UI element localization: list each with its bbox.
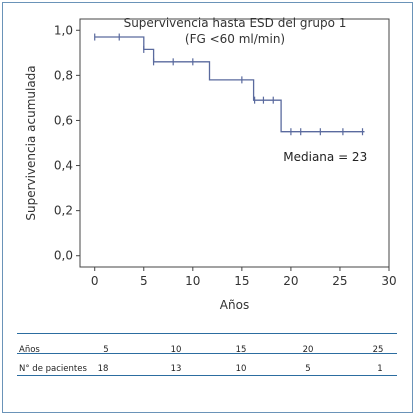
y-axis-label: Supervivencia acumulada [24, 65, 38, 220]
x-tick-label: 10 [185, 274, 200, 288]
x-axis-label: Años [220, 298, 249, 312]
risk-patients-cell: 10 [235, 364, 247, 374]
risk-patients-cell: 1 [377, 364, 383, 374]
table-rule-middle [17, 353, 397, 354]
risk-year-cell: 5 [103, 345, 109, 355]
y-tick-label: 0,4 [54, 159, 73, 173]
chart-title: Supervivencia hasta ESD del grupo 1 [124, 16, 347, 30]
risk-patients-cell: 5 [305, 364, 311, 374]
risk-year-cell: 10 [170, 345, 182, 355]
y-tick-label: 0,0 [54, 249, 73, 263]
x-tick-label: 30 [381, 274, 396, 288]
survival-chart: 0,0 0,2 0,4 0,6 0,8 1,0 0 5 10 15 20 25 30 Superviven… [24, 16, 397, 312]
x-tick-label: 20 [283, 274, 298, 288]
plot-area [79, 18, 390, 268]
risk-year-cell: 20 [302, 345, 314, 355]
y-tick-label: 0,2 [54, 204, 73, 218]
risk-table: Años 5 10 15 20 25 N° de pacientes 18 13… [17, 333, 397, 383]
risk-year-cell: 25 [372, 345, 384, 355]
risk-year-cell: 15 [235, 345, 247, 355]
table-rule-top [17, 333, 397, 334]
y-tick-label: 0,6 [54, 113, 73, 127]
survival-curve [94, 36, 365, 133]
table-rule-bottom [17, 375, 397, 376]
x-tick-label: 5 [140, 274, 148, 288]
chart-subtitle: (FG <60 ml/min) [185, 32, 285, 46]
risk-row-years-label: Años [19, 345, 40, 355]
x-tick-label: 0 [91, 274, 99, 288]
y-tick-label: 1,0 [54, 23, 73, 37]
median-annotation: Mediana = 23 [283, 150, 367, 164]
figure-frame: 0,0 0,2 0,4 0,6 0,8 1,0 0 5 10 15 20 25 30 Superviven… [2, 2, 413, 413]
y-tick-label: 0,8 [54, 68, 73, 82]
risk-patients-cell: 13 [170, 364, 182, 374]
risk-row-patients-label: N° de pacientes [19, 364, 87, 374]
x-tick-label: 15 [234, 274, 249, 288]
x-tick-label: 25 [332, 274, 347, 288]
risk-patients-cell: 18 [97, 364, 109, 374]
